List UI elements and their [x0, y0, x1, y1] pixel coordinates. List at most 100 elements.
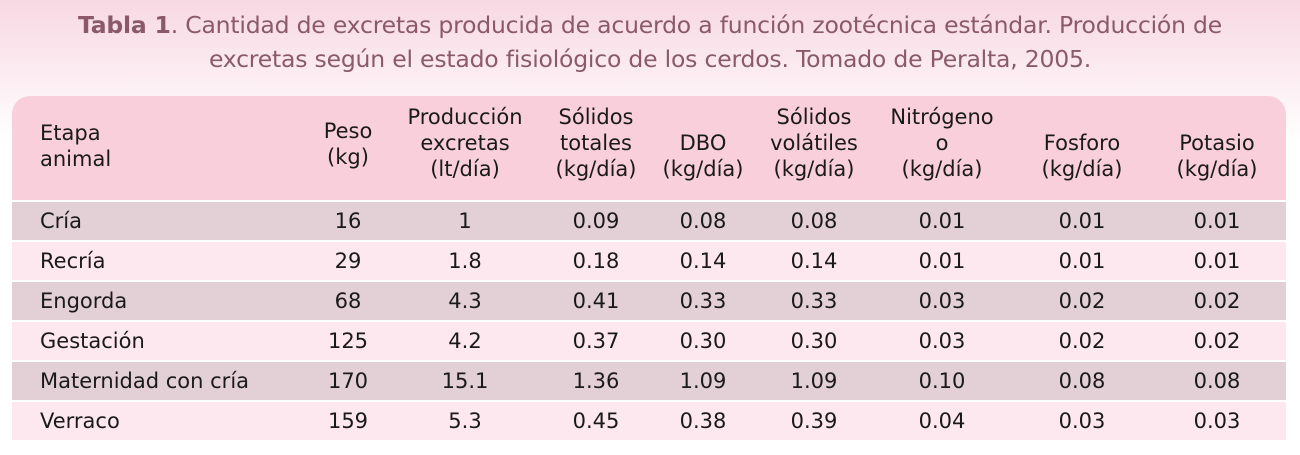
table-cell: 29 — [334, 249, 362, 273]
header-potasio-line: Potasio — [1179, 131, 1255, 155]
table-cell: 0.01 — [1058, 249, 1106, 273]
header-potasio-line: (kg/día) — [1176, 157, 1258, 181]
table-cell: 0.04 — [918, 409, 966, 433]
table-row: Cría 16 1 0.09 0.08 0.08 0.01 0.01 0.01 — [12, 202, 1286, 240]
header-dbo: DBO (kg/día) — [654, 130, 752, 182]
header-peso-line: (kg) — [327, 145, 369, 169]
table-cell: 0.03 — [1058, 409, 1106, 433]
table-cell: 159 — [327, 409, 369, 433]
table-cell: 0.08 — [790, 209, 838, 233]
header-nitrogeno-line: o — [935, 131, 949, 155]
header-produccion-excretas-line: excretas — [420, 131, 510, 155]
header-solidos-totales-line: (kg/día) — [555, 157, 637, 181]
row-label-cell: Recría — [40, 249, 106, 273]
table-cell: 0.03 — [918, 289, 966, 313]
table-cell: 1.09 — [790, 369, 838, 393]
header-solidos-totales-line: totales — [560, 131, 632, 155]
table-cell: 0.02 — [1058, 329, 1106, 353]
table-cell: 0.14 — [790, 249, 838, 273]
table-cell: 0.01 — [918, 209, 966, 233]
header-dbo-line: (kg/día) — [662, 157, 744, 181]
table-cell: 0.45 — [572, 409, 620, 433]
row-separator — [12, 200, 1286, 202]
table-cell: 15.1 — [441, 369, 489, 393]
table-cell: 0.01 — [1193, 249, 1241, 273]
caption-text-1: . Cantidad de excretas producida de acue… — [170, 11, 1223, 39]
table-cell: 125 — [327, 329, 369, 353]
caption-line-2: excretas según el estado fisiológico de … — [208, 45, 1092, 73]
table-row: Maternidad con cría 170 15.1 1.36 1.09 1.09 0.… — [12, 362, 1286, 400]
table-cell: 0.02 — [1193, 329, 1241, 353]
header-potasio: Potasio (kg/día) — [1152, 130, 1282, 182]
table-caption: Tabla 1. Cantidad de excretas producida … — [0, 8, 1300, 76]
header-solidos-volatiles-line: volátiles — [770, 131, 858, 155]
header-etapa-animal: Etapa animal — [40, 120, 300, 172]
row-label-cell: Verraco — [40, 409, 120, 433]
table-cell: 0.03 — [918, 329, 966, 353]
header-peso-line: Peso — [323, 119, 373, 143]
table-cell: 0.10 — [918, 369, 966, 393]
table-cell: 4.3 — [448, 289, 482, 313]
table-cell: 170 — [327, 369, 369, 393]
table-cell: 0.01 — [1193, 209, 1241, 233]
header-dbo-line: DBO — [679, 131, 727, 155]
table-cell: 0.39 — [790, 409, 838, 433]
table-cell: 5.3 — [448, 409, 482, 433]
table-row: Gestación 125 4.2 0.37 0.30 0.30 0.03 0.02 0.02 — [12, 322, 1286, 360]
table-row: Recría 29 1.8 0.18 0.14 0.14 0.01 0.01 0.01 — [12, 242, 1286, 280]
table-cell: 0.37 — [572, 329, 620, 353]
table-cell: 0.08 — [679, 209, 727, 233]
header-produccion-excretas: Producción excretas (lt/día) — [396, 104, 534, 182]
table-cell: 0.38 — [679, 409, 727, 433]
table-cell: 0.33 — [790, 289, 838, 313]
row-separator — [12, 280, 1286, 282]
row-separator — [12, 360, 1286, 362]
table-cell: 0.14 — [679, 249, 727, 273]
table-cell: 0.30 — [679, 329, 727, 353]
table-cell: 0.02 — [1058, 289, 1106, 313]
table-cell: 0.08 — [1193, 369, 1241, 393]
row-label-cell: Maternidad con cría — [40, 369, 250, 393]
header-nitrogeno-line: (kg/día) — [901, 157, 983, 181]
header-nitrogeno: Nitrógeno o (kg/día) — [874, 104, 1010, 182]
row-separator — [12, 240, 1286, 242]
header-etapa-animal-line: animal — [40, 147, 112, 171]
row-separator — [12, 400, 1286, 402]
data-table: Etapa animal Peso (kg) Producción excretas (lt… — [12, 96, 1286, 440]
table-cell: 1.36 — [572, 369, 620, 393]
table-cell: 0.02 — [1193, 289, 1241, 313]
table-cell: 0.33 — [679, 289, 727, 313]
header-solidos-totales-line: Sólidos — [558, 105, 634, 129]
table-row: Engorda 68 4.3 0.41 0.33 0.33 0.03 0.02 0.02 — [12, 282, 1286, 320]
header-peso: Peso (kg) — [308, 118, 388, 170]
table-cell: 0.01 — [918, 249, 966, 273]
table-cell: 0.01 — [1058, 209, 1106, 233]
table-cell: 1.8 — [448, 249, 482, 273]
table-cell: 1 — [458, 209, 472, 233]
table-cell: 0.41 — [572, 289, 620, 313]
caption-line-1: Tabla 1. Cantidad de excretas producida … — [0, 8, 1300, 42]
header-fosforo-line: (kg/día) — [1041, 157, 1123, 181]
table-cell: 16 — [334, 209, 362, 233]
header-solidos-volatiles-line: (kg/día) — [773, 157, 855, 181]
table-header: Etapa animal Peso (kg) Producción excretas (lt… — [12, 96, 1286, 200]
row-label-cell: Engorda — [40, 289, 128, 313]
row-label-cell: Cría — [40, 209, 82, 233]
caption-label: Tabla 1 — [77, 11, 171, 39]
table-cell: 0.18 — [572, 249, 620, 273]
header-produccion-excretas-line: (lt/día) — [430, 157, 500, 181]
table-cell: 4.2 — [448, 329, 482, 353]
header-fosforo: Fosforo (kg/día) — [1022, 130, 1142, 182]
header-solidos-totales: Sólidos totales (kg/día) — [542, 104, 650, 182]
table-cell: 0.30 — [790, 329, 838, 353]
header-fosforo-line: Fosforo — [1043, 131, 1121, 155]
table-cell: 0.09 — [572, 209, 620, 233]
header-solidos-volatiles: Sólidos volátiles (kg/día) — [764, 104, 864, 182]
header-solidos-volatiles-line: Sólidos — [776, 105, 852, 129]
table-cell: 0.08 — [1058, 369, 1106, 393]
row-label-cell: Gestación — [40, 329, 145, 353]
header-etapa-animal-line: Etapa — [40, 121, 101, 145]
header-nitrogeno-line: Nitrógeno — [890, 105, 994, 129]
table-cell: 1.09 — [679, 369, 727, 393]
table-cell: 0.03 — [1193, 409, 1241, 433]
